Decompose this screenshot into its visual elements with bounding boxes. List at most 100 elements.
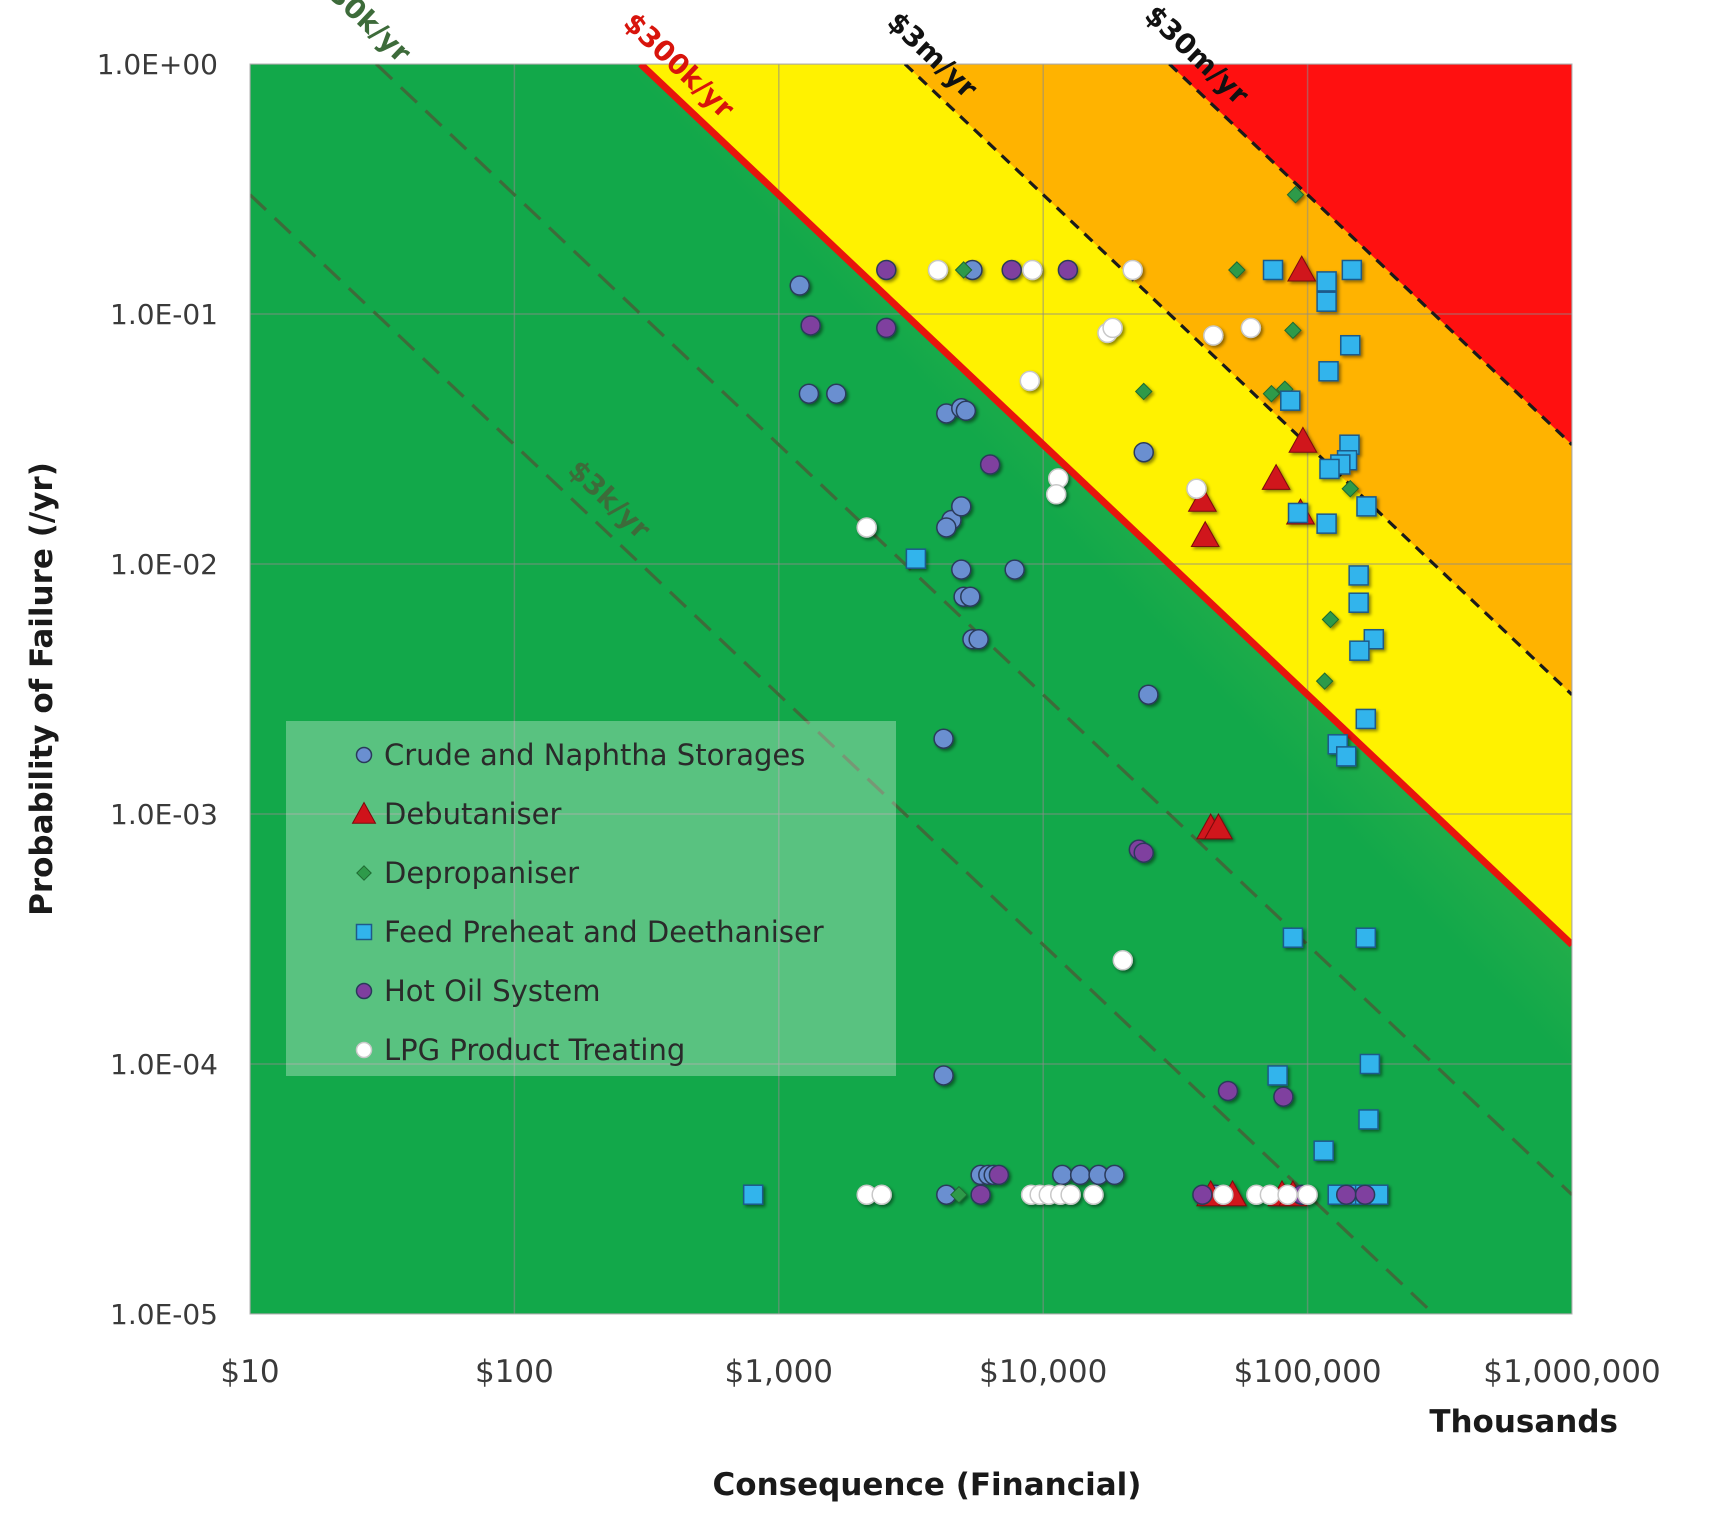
data-point-depropaniser bbox=[1341, 479, 1360, 498]
legend-marker-depropaniser bbox=[356, 865, 372, 881]
data-point-depropaniser bbox=[1321, 610, 1340, 629]
data-point-lpg-product-treating bbox=[1022, 259, 1043, 281]
risk-line-3m-yr bbox=[903, 64, 1572, 696]
data-point-hot-oil-system bbox=[1273, 1086, 1294, 1107]
data-point-lpg-product-treating bbox=[1102, 317, 1123, 339]
data-point-lpg-product-treating bbox=[1203, 325, 1224, 346]
data-point-feed-preheat-and-deethaniser bbox=[1316, 513, 1337, 534]
data-point-crude-and-naphtha-storages bbox=[789, 275, 810, 296]
legend-marker-hot-oil-system bbox=[355, 982, 373, 1000]
data-point-depropaniser bbox=[950, 1185, 968, 1204]
data-point-hot-oil-system bbox=[979, 454, 1001, 475]
data-point-feed-preheat-and-deethaniser bbox=[1318, 361, 1339, 382]
data-point-lpg-product-treating bbox=[1019, 370, 1041, 392]
legend-label: Crude and Naphtha Storages bbox=[384, 738, 805, 772]
y-tick-label: 1.0E-04 bbox=[110, 1048, 218, 1081]
x-tick-label: $1,000,000 bbox=[1483, 1354, 1661, 1390]
legend-label: LPG Product Treating bbox=[384, 1033, 685, 1067]
data-point-depropaniser bbox=[1228, 261, 1246, 279]
data-point-feed-preheat-and-deethaniser bbox=[1359, 1053, 1381, 1075]
data-point-crude-and-naphtha-storages bbox=[1069, 1164, 1091, 1186]
legend: Crude and Naphtha Storages Debutaniser Dep… bbox=[286, 721, 896, 1076]
data-point-depropaniser bbox=[1262, 384, 1281, 403]
data-point-feed-preheat-and-deethaniser bbox=[1348, 565, 1369, 586]
data-point-feed-preheat-and-deethaniser bbox=[905, 548, 927, 569]
data-point-crude-and-naphtha-storages bbox=[826, 383, 847, 404]
data-point-depropaniser bbox=[1286, 185, 1305, 204]
y-axis-ticks: 1.0E+00 1.0E-01 1.0E-02 1.0E-03 1.0E-04 1.0E-… bbox=[97, 48, 218, 1331]
legend-label: Depropaniser bbox=[384, 856, 579, 890]
data-point-hot-oil-system bbox=[1192, 1184, 1213, 1205]
y-tick-label: 1.0E-02 bbox=[110, 548, 218, 581]
data-point-feed-preheat-and-deethaniser bbox=[1267, 1065, 1288, 1086]
data-point-lpg-product-treating bbox=[1240, 317, 1262, 339]
data-point-crude-and-naphtha-storages bbox=[1004, 559, 1025, 580]
data-point-lpg-product-treating bbox=[856, 517, 877, 538]
data-point-feed-preheat-and-deethaniser bbox=[1340, 334, 1361, 356]
y-tick-label: 1.0E-01 bbox=[110, 298, 218, 331]
data-point-hot-oil-system bbox=[970, 1184, 991, 1205]
data-point-hot-oil-system bbox=[876, 317, 897, 339]
data-point-lpg-product-treating bbox=[1277, 1184, 1298, 1205]
legend-marker-lpg-product-treating bbox=[355, 1041, 373, 1059]
data-point-depropaniser bbox=[1315, 672, 1334, 690]
data-point-lpg-product-treating bbox=[1297, 1184, 1318, 1205]
legend-item-feed-preheat-and-deethaniser: Feed Preheat and Deethaniser bbox=[355, 915, 824, 949]
data-point-hot-oil-system bbox=[1335, 1184, 1357, 1205]
legend-label: Debutaniser bbox=[384, 797, 561, 831]
data-point-feed-preheat-and-deethaniser bbox=[1356, 496, 1377, 517]
x-tick-label: $100,000 bbox=[1234, 1354, 1382, 1390]
data-point-feed-preheat-and-deethaniser bbox=[742, 1184, 764, 1205]
data-point-crude-and-naphtha-storages bbox=[968, 629, 989, 650]
data-point-hot-oil-system bbox=[1217, 1080, 1239, 1102]
data-point-lpg-product-treating bbox=[871, 1184, 892, 1205]
data-point-lpg-product-treating bbox=[1060, 1184, 1081, 1205]
y-tick-label: 1.0E+00 bbox=[97, 48, 218, 81]
data-point-feed-preheat-and-deethaniser bbox=[1341, 259, 1363, 281]
legend-box bbox=[286, 721, 896, 1076]
data-point-crude-and-naphtha-storages bbox=[1138, 684, 1159, 705]
x-tick-label: $100 bbox=[475, 1354, 554, 1390]
data-point-feed-preheat-and-deethaniser bbox=[1287, 502, 1309, 524]
data-point-crude-and-naphtha-storages bbox=[933, 728, 954, 749]
series-crude-and-naphtha-storages bbox=[789, 259, 1227, 1205]
data-point-feed-preheat-and-deethaniser bbox=[1358, 1109, 1379, 1130]
data-point-crude-and-naphtha-storages bbox=[933, 1065, 954, 1086]
data-points bbox=[742, 185, 1389, 1207]
data-point-hot-oil-system bbox=[988, 1164, 1010, 1186]
x-tick-label: $1,000 bbox=[725, 1354, 833, 1390]
legend-label: Hot Oil System bbox=[384, 974, 600, 1008]
risk-line-300k-yr bbox=[638, 64, 1572, 948]
data-point-lpg-product-treating bbox=[1083, 1184, 1104, 1205]
data-point-crude-and-naphtha-storages bbox=[955, 400, 977, 422]
data-point-feed-preheat-and-deethaniser bbox=[1319, 458, 1340, 480]
data-point-hot-oil-system bbox=[1133, 842, 1154, 863]
data-point-lpg-product-treating bbox=[1045, 484, 1067, 505]
data-point-crude-and-naphtha-storages bbox=[1104, 1164, 1125, 1186]
data-point-debutaniser bbox=[1203, 813, 1234, 840]
legend-item-hot-oil-system: Hot Oil System bbox=[355, 974, 600, 1008]
data-point-lpg-product-treating bbox=[1259, 1184, 1281, 1205]
legend-label: Feed Preheat and Deethaniser bbox=[384, 915, 824, 949]
data-point-lpg-product-treating bbox=[1112, 950, 1134, 971]
data-point-lpg-product-treating bbox=[1213, 1184, 1234, 1205]
legend-item-depropaniser: Depropaniser bbox=[356, 856, 579, 890]
data-point-crude-and-naphtha-storages bbox=[960, 586, 981, 607]
legend-item-debutaniser: Debutaniser bbox=[351, 797, 561, 831]
data-point-feed-preheat-and-deethaniser bbox=[1316, 271, 1337, 292]
data-point-feed-preheat-and-deethaniser bbox=[1355, 927, 1377, 948]
data-point-lpg-product-treating bbox=[1122, 259, 1143, 281]
series-lpg-product-treating bbox=[856, 259, 1318, 1205]
data-point-depropaniser bbox=[1284, 321, 1302, 340]
data-point-feed-preheat-and-deethaniser bbox=[1282, 927, 1304, 948]
data-point-crude-and-naphtha-storages bbox=[1051, 1164, 1073, 1186]
data-point-debutaniser bbox=[1288, 426, 1318, 453]
y-tick-label: 1.0E-05 bbox=[110, 1298, 218, 1331]
data-point-feed-preheat-and-deethaniser bbox=[1280, 390, 1301, 411]
y-axis-title: Probability of Failure (/yr) bbox=[24, 462, 60, 916]
data-point-crude-and-naphtha-storages bbox=[951, 496, 972, 517]
legend-item-crude-and-naphtha-storages: Crude and Naphtha Storages bbox=[355, 738, 805, 772]
data-point-crude-and-naphtha-storages bbox=[951, 559, 972, 580]
data-point-depropaniser bbox=[1134, 382, 1153, 401]
legend-marker-debutaniser bbox=[351, 801, 377, 824]
